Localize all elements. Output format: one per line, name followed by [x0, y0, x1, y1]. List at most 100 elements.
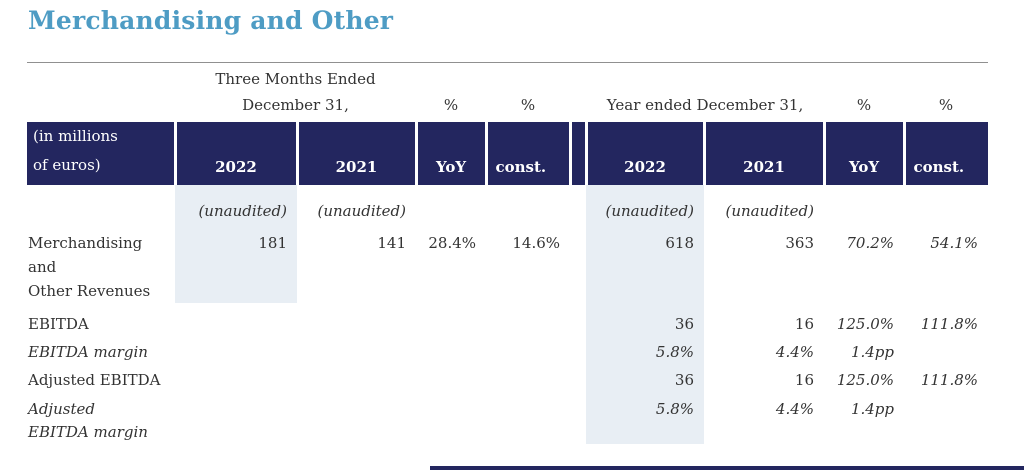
empty-cell	[570, 364, 586, 392]
cell-revenues-q2022: 181	[175, 222, 297, 303]
pct-symbol-year-yoy: %	[856, 95, 872, 114]
cell-ebitda-margin-y2021: 4.4%	[775, 342, 815, 361]
unaudited-row: (unaudited) (unaudited) (unaudited) (una…	[27, 184, 988, 223]
empty-cell	[175, 392, 297, 444]
empty-cell	[824, 62, 905, 92]
ebitda-row: EBITDA 36 16 125.0% 111.8%	[27, 302, 988, 336]
cell-adjusted-ebitda-y-yoy: 125.0%	[836, 370, 895, 389]
cell-adjusted-ebitda-margin-y2021: 4.4%	[775, 399, 815, 418]
cell-revenues-y2021: 363	[785, 233, 815, 252]
empty-cell	[570, 92, 586, 122]
empty-cell	[570, 392, 586, 444]
empty-cell	[824, 185, 904, 223]
empty-cell	[486, 303, 570, 336]
empty-cell	[416, 185, 486, 223]
empty-cell	[570, 336, 586, 364]
empty-cell	[486, 185, 570, 223]
empty-cell	[486, 364, 570, 392]
pct-symbol-quarter-const: %	[520, 95, 536, 114]
empty-cell	[297, 303, 416, 336]
col-header-year-2021: 2021	[702, 121, 825, 185]
col-header-quarter-const: const.	[484, 121, 571, 185]
empty-cell	[586, 62, 825, 92]
empty-cell	[175, 364, 297, 392]
cell-ebitda-y-yoy: 125.0%	[836, 314, 895, 333]
cell-unaudited-q2022: (unaudited)	[175, 184, 297, 223]
cell-adjusted-ebitda-y-const: 111.8%	[920, 370, 979, 389]
empty-cell	[570, 62, 587, 92]
cell-ebitda-margin-y-yoy: 1.4pp	[850, 342, 895, 361]
year-period-label: Year ended December 31,	[606, 95, 804, 114]
cell-adjusted-ebitda-margin-y2022: 5.8%	[586, 391, 705, 444]
empty-cell	[27, 92, 175, 122]
cell-unaudited-q2021: (unaudited)	[317, 201, 407, 220]
empty-cell	[175, 303, 297, 336]
empty-cell	[904, 392, 988, 444]
cell-adjusted-ebitda-y2022: 36	[586, 363, 705, 392]
col-header-quarter-2021: 2021	[295, 121, 417, 185]
empty-cell	[570, 185, 586, 223]
cell-revenues-q-const: 14.6%	[512, 233, 561, 252]
empty-cell	[486, 392, 570, 444]
row-label-adjusted-ebitda-margin: Adjusted EBITDA margin	[28, 399, 148, 441]
cell-revenues-q-yoy: 28.4%	[428, 233, 477, 252]
col-header-quarter-2022: 2022	[173, 121, 297, 185]
row-label-ebitda-margin: EBITDA margin	[28, 342, 148, 361]
cell-ebitda-y2022: 36	[586, 302, 705, 336]
cell-revenues-y-const: 54.1%	[930, 233, 979, 252]
empty-cell	[175, 336, 297, 364]
adjusted-ebitda-row: Adjusted EBITDA 36 16 125.0% 111.8%	[27, 363, 988, 392]
empty-cell	[416, 62, 487, 92]
empty-cell	[570, 223, 586, 303]
empty-cell	[486, 62, 571, 92]
preheader-row-2: December 31, % % Year ended December 31,…	[27, 92, 988, 122]
quarter-period-line2: December 31,	[242, 95, 349, 114]
cell-unaudited-y2022: (unaudited)	[586, 184, 705, 223]
empty-cell	[297, 364, 416, 392]
revenues-row: Merchandising and Other Revenues 181 141…	[27, 222, 988, 303]
preheader-row-1: Three Months Ended	[27, 62, 989, 92]
ebitda-margin-row: EBITDA margin 5.8% 4.4% 1.4pp	[27, 335, 988, 364]
empty-cell	[904, 336, 988, 364]
cell-revenues-y-yoy: 70.2%	[846, 233, 895, 252]
cell-unaudited-y2021: (unaudited)	[725, 201, 815, 220]
unit-header: (in millions of euros)	[27, 121, 175, 185]
empty-cell	[297, 392, 416, 444]
empty-cell	[297, 336, 416, 364]
cell-adjusted-ebitda-y2021: 16	[794, 370, 815, 389]
page-bottom-edge-bar	[430, 466, 1024, 470]
page-title: Merchandising and Other	[28, 6, 394, 35]
cell-adjusted-ebitda-margin-y-yoy: 1.4pp	[850, 399, 895, 418]
cell-revenues-q2021: 141	[377, 233, 407, 252]
empty-cell	[416, 364, 486, 392]
empty-cell	[416, 392, 486, 444]
empty-cell	[904, 185, 988, 223]
empty-cell	[416, 336, 486, 364]
col-header-year-2022: 2022	[586, 121, 705, 185]
empty-cell	[416, 303, 486, 336]
empty-cell	[27, 185, 175, 223]
header-spacer	[568, 121, 588, 185]
quarter-period-line1: Three Months Ended	[175, 62, 417, 92]
row-label-revenues: Merchandising and Other Revenues	[28, 233, 151, 300]
empty-cell	[27, 62, 175, 92]
cell-ebitda-y2021: 16	[794, 314, 815, 333]
empty-cell	[904, 62, 989, 92]
cell-revenues-y2022: 618	[586, 222, 705, 303]
financial-table: Three Months Ended December 31, % % Year…	[27, 62, 989, 444]
pct-symbol-quarter-yoy: %	[443, 95, 459, 114]
empty-cell	[570, 303, 586, 336]
pct-symbol-year-const: %	[938, 95, 954, 114]
unit-line1: (in millions	[33, 126, 118, 145]
col-header-quarter-yoy: YoY	[414, 121, 487, 185]
column-header-row: (in millions of euros) 2022 2021 YoY con…	[27, 121, 989, 185]
col-header-year-const: const.	[902, 121, 989, 185]
adjusted-ebitda-margin-row: Adjusted EBITDA margin 5.8% 4.4% 1.4pp	[27, 391, 988, 444]
row-label-ebitda: EBITDA	[28, 314, 89, 333]
empty-cell	[486, 336, 570, 364]
row-label-adjusted-ebitda: Adjusted EBITDA	[28, 370, 161, 389]
unit-line2: of euros)	[33, 155, 101, 174]
cell-ebitda-margin-y2022: 5.8%	[586, 335, 705, 364]
col-header-year-yoy: YoY	[822, 121, 905, 185]
